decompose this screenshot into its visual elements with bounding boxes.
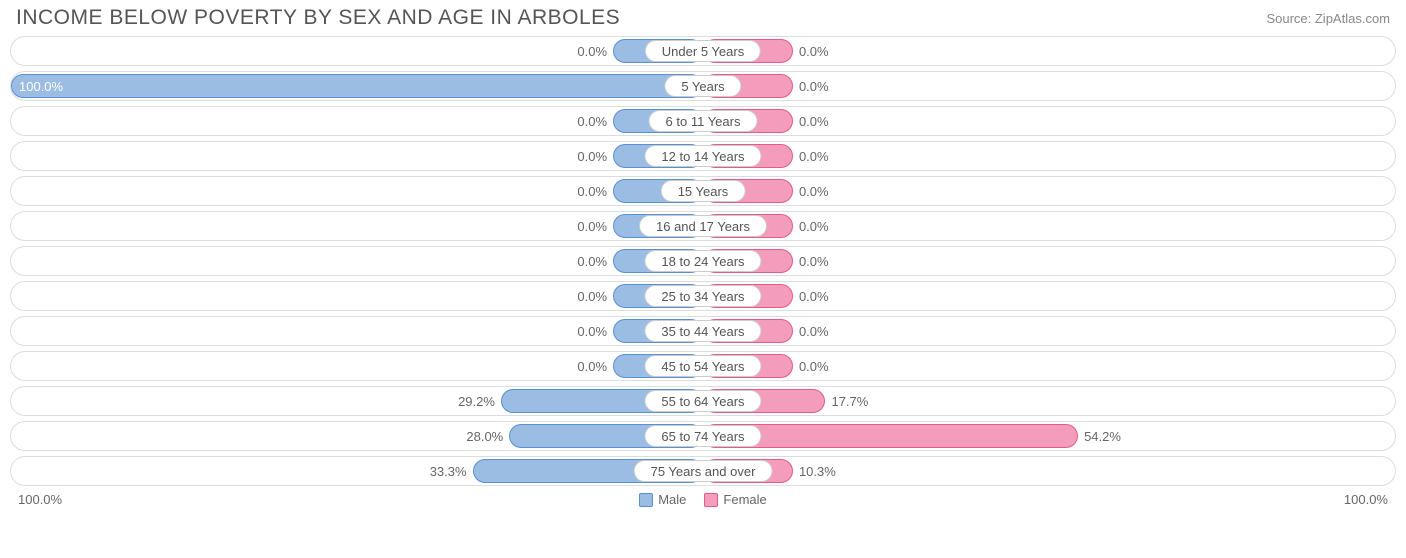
female-half: 0.0% [703, 317, 1395, 345]
category-pill: 55 to 64 Years [644, 390, 761, 412]
female-half: 0.0% [703, 212, 1395, 240]
male-value-label: 0.0% [577, 317, 607, 345]
legend-male-label: Male [658, 492, 686, 507]
axis-right-label: 100.0% [1344, 492, 1388, 507]
chart-source: Source: ZipAtlas.com [1266, 11, 1390, 26]
category-pill: Under 5 Years [645, 40, 761, 62]
female-half: 17.7% [703, 387, 1395, 415]
male-value-label: 29.2% [458, 387, 495, 415]
male-half: 0.0% [11, 177, 703, 205]
male-swatch-icon [639, 493, 653, 507]
chart-row: 0.0% 0.0% 12 to 14 Years [10, 141, 1396, 171]
male-half: 0.0% [11, 37, 703, 65]
female-value-label: 17.7% [831, 387, 868, 415]
chart-header: INCOME BELOW POVERTY BY SEX AND AGE IN A… [10, 4, 1396, 36]
chart-row: 0.0% 0.0% 35 to 44 Years [10, 316, 1396, 346]
legend: Male Female [639, 492, 767, 507]
male-value-label: 0.0% [577, 212, 607, 240]
chart-row: 28.0% 54.2% 65 to 74 Years [10, 421, 1396, 451]
male-value-label: 0.0% [577, 352, 607, 380]
male-half: 100.0% [11, 72, 703, 100]
male-half: 0.0% [11, 142, 703, 170]
male-value-label: 33.3% [430, 457, 467, 485]
female-half: 54.2% [703, 422, 1395, 450]
legend-female: Female [704, 492, 766, 507]
female-half: 0.0% [703, 37, 1395, 65]
male-value-label: 0.0% [577, 107, 607, 135]
chart-row: 0.0% 0.0% 15 Years [10, 176, 1396, 206]
female-value-label: 0.0% [799, 352, 829, 380]
chart-row: 29.2% 17.7% 55 to 64 Years [10, 386, 1396, 416]
category-pill: 45 to 54 Years [644, 355, 761, 377]
female-value-label: 0.0% [799, 37, 829, 65]
female-swatch-icon [704, 493, 718, 507]
female-half: 0.0% [703, 72, 1395, 100]
male-bar [11, 74, 703, 98]
female-half: 0.0% [703, 177, 1395, 205]
chart-row: 0.0% 0.0% 45 to 54 Years [10, 351, 1396, 381]
chart-row: 33.3% 10.3% 75 Years and over [10, 456, 1396, 486]
male-half: 0.0% [11, 247, 703, 275]
male-value-label: 0.0% [577, 177, 607, 205]
category-pill: 12 to 14 Years [644, 145, 761, 167]
female-value-label: 0.0% [799, 177, 829, 205]
male-value-label: 100.0% [19, 72, 63, 100]
female-half: 0.0% [703, 107, 1395, 135]
male-value-label: 28.0% [466, 422, 503, 450]
chart-row: 0.0% 0.0% 18 to 24 Years [10, 246, 1396, 276]
female-value-label: 0.0% [799, 317, 829, 345]
poverty-pyramid-chart: INCOME BELOW POVERTY BY SEX AND AGE IN A… [0, 0, 1406, 515]
female-value-label: 0.0% [799, 282, 829, 310]
male-half: 0.0% [11, 282, 703, 310]
category-pill: 5 Years [664, 75, 741, 97]
male-half: 33.3% [11, 457, 703, 485]
male-value-label: 0.0% [577, 282, 607, 310]
chart-row: 0.0% 0.0% Under 5 Years [10, 36, 1396, 66]
category-pill: 65 to 74 Years [644, 425, 761, 447]
chart-row: 100.0% 0.0% 5 Years [10, 71, 1396, 101]
male-value-label: 0.0% [577, 247, 607, 275]
male-half: 29.2% [11, 387, 703, 415]
male-half: 28.0% [11, 422, 703, 450]
female-value-label: 0.0% [799, 247, 829, 275]
axis-left-label: 100.0% [18, 492, 62, 507]
chart-footer: 100.0% Male Female 100.0% [10, 486, 1396, 507]
female-value-label: 0.0% [799, 72, 829, 100]
female-half: 0.0% [703, 282, 1395, 310]
female-value-label: 0.0% [799, 212, 829, 240]
female-value-label: 54.2% [1084, 422, 1121, 450]
chart-row: 0.0% 0.0% 16 and 17 Years [10, 211, 1396, 241]
category-pill: 25 to 34 Years [644, 285, 761, 307]
chart-title: INCOME BELOW POVERTY BY SEX AND AGE IN A… [16, 6, 620, 30]
category-pill: 18 to 24 Years [644, 250, 761, 272]
legend-male: Male [639, 492, 686, 507]
male-value-label: 0.0% [577, 142, 607, 170]
category-pill: 15 Years [661, 180, 746, 202]
male-half: 0.0% [11, 107, 703, 135]
female-value-label: 10.3% [799, 457, 836, 485]
female-half: 0.0% [703, 352, 1395, 380]
category-pill: 75 Years and over [634, 460, 773, 482]
female-half: 0.0% [703, 247, 1395, 275]
female-half: 0.0% [703, 142, 1395, 170]
male-half: 0.0% [11, 212, 703, 240]
male-value-label: 0.0% [577, 37, 607, 65]
chart-row: 0.0% 0.0% 6 to 11 Years [10, 106, 1396, 136]
male-half: 0.0% [11, 352, 703, 380]
female-value-label: 0.0% [799, 107, 829, 135]
category-pill: 16 and 17 Years [639, 215, 767, 237]
chart-rows: 0.0% 0.0% Under 5 Years 100.0% 0.0% 5 Years 0.… [10, 36, 1396, 486]
category-pill: 35 to 44 Years [644, 320, 761, 342]
chart-row: 0.0% 0.0% 25 to 34 Years [10, 281, 1396, 311]
male-half: 0.0% [11, 317, 703, 345]
legend-female-label: Female [723, 492, 766, 507]
female-half: 10.3% [703, 457, 1395, 485]
category-pill: 6 to 11 Years [649, 110, 758, 132]
female-value-label: 0.0% [799, 142, 829, 170]
